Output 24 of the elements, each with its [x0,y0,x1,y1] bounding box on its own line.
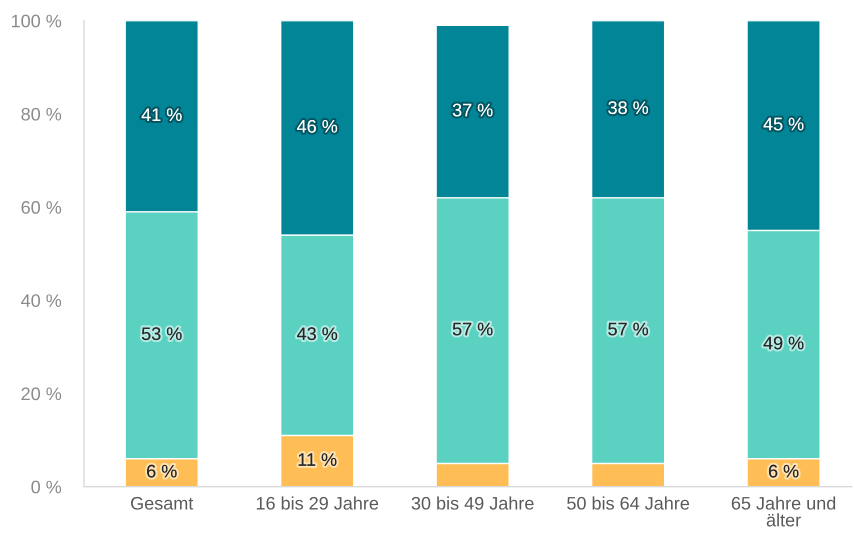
y-tick-label: 20 % [22,387,62,400]
data-label: 41 % [142,108,182,122]
y-tick-label: 40 % [21,294,62,308]
x-tick-label: Gesamt [131,496,194,510]
data-label: 57 % [608,322,648,336]
data-label: 6 % [147,464,177,478]
data-label: 57 % [452,322,493,336]
x-tick-label: 30 bis 49 Jahre [412,496,534,510]
data-label: 53 % [142,327,182,340]
data-label: 46 % [297,120,338,133]
data-label: 43 % [297,327,338,340]
x-tick-label: 50 bis 64 Jahre [567,496,690,510]
data-label: 49 % [763,336,804,350]
y-tick-label: 80 % [21,108,62,121]
y-tick-label: 100 % [12,14,62,28]
x-tick-label: 16 bis 29 Jahre [256,496,378,510]
data-label: 11 % [298,453,336,466]
y-tick-label: 0 % [31,480,62,494]
y-tick-label: 60 % [22,201,62,214]
data-label: 6 % [768,464,799,478]
x-tick-label: 65 Jahre und älter [732,496,836,527]
data-label: 38 % [608,101,648,114]
data-label: 37 % [452,104,493,116]
data-label: 45 % [763,118,804,130]
